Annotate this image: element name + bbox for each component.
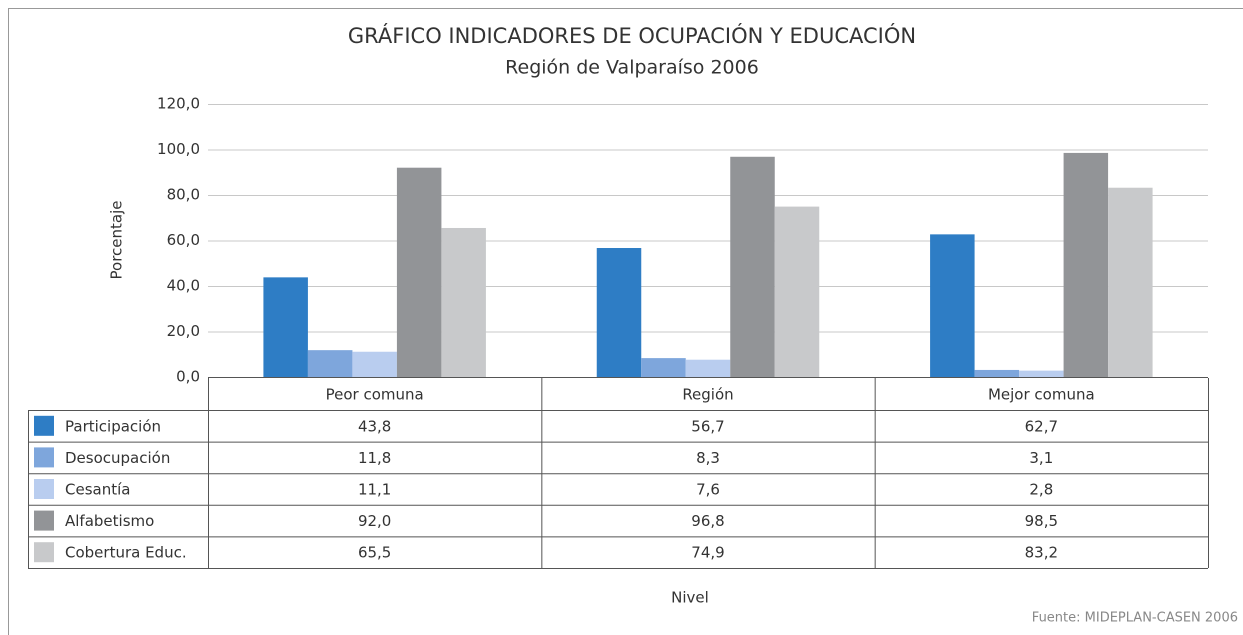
legend-swatch [34,510,54,531]
chart-subtitle: Región de Valparaíso 2006 [505,57,759,79]
bar [685,359,731,377]
legend-swatch [34,447,54,468]
data-label: 2,8 [1029,481,1053,499]
data-label: 65,5 [358,544,391,562]
data-label: 96,8 [691,512,724,530]
y-tick-label: 60,0 [167,231,200,249]
legend-label: Alfabetismo [65,512,154,530]
source: Fuente: MIDEPLAN-CASEN 2006 [1032,611,1238,626]
data-label: 56,7 [691,417,724,435]
data-label: 98,5 [1025,512,1058,530]
legend-swatch [34,415,54,436]
legend-label: Desocupación [65,449,170,467]
bar [307,350,353,377]
legend-swatch [34,479,54,499]
data-label: 92,0 [358,512,391,530]
bar [1019,370,1064,377]
x-axis-label: Nivel [671,589,709,607]
x-tick-label: Región [682,386,733,404]
data-label: 83,2 [1025,544,1058,562]
bar [1063,152,1109,377]
data-label: 74,9 [691,544,724,562]
data-label: 8,3 [696,449,720,467]
y-tick-label: 80,0 [167,186,200,204]
chart-border [8,8,1243,635]
bar [774,206,820,377]
bar [596,248,642,377]
data-label: 7,6 [696,481,720,499]
data-label: 3,1 [1029,449,1053,467]
bar [1108,187,1153,377]
data-label: 11,8 [358,449,391,467]
bar [263,277,308,377]
legend-label: Participación [65,417,161,435]
data-label: 43,8 [358,417,391,435]
bar [641,358,686,377]
bar [352,351,397,377]
y-tick-label: 40,0 [167,277,200,295]
y-axis-label: Porcentaje [108,201,126,280]
legend-label: Cobertura Educ. [65,544,187,562]
data-label: 62,7 [1025,417,1058,435]
bar [730,156,775,377]
y-tick-label: 0,0 [176,368,200,386]
x-tick-label: Peor comuna [326,386,424,404]
chart-title: GRÁFICO INDICADORES DE OCUPACIÓN Y EDUCA… [348,23,916,48]
legend-swatch [34,542,54,563]
y-tick-label: 20,0 [167,322,200,340]
bar [441,227,486,377]
legend-label: Cesantía [65,481,130,499]
bar [974,369,1020,377]
bar [930,234,975,377]
bar [396,167,442,377]
x-tick-label: Mejor comuna [988,386,1095,404]
data-label: 11,1 [358,481,391,499]
y-tick-label: 120,0 [157,95,200,113]
y-tick-label: 100,0 [157,140,200,158]
